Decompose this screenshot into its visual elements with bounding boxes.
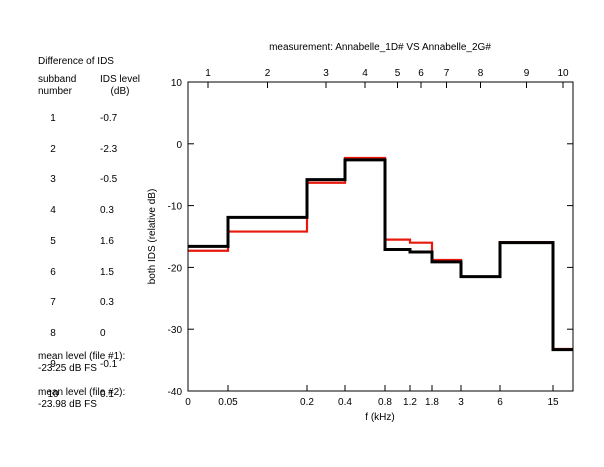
- y-tick-label: -20: [168, 263, 183, 274]
- x-tick-label-bottom: 1.8: [425, 397, 439, 408]
- y-tick-label: 10: [171, 78, 183, 89]
- ids-level-9: -0.1: [100, 358, 118, 370]
- ids-level-2: -2.3: [100, 143, 118, 155]
- mean-level-1-label: mean level (file #1):: [38, 351, 126, 362]
- subband-number-1: 1: [50, 113, 56, 124]
- y-tick-label: 0: [176, 140, 182, 151]
- subband-number-3: 3: [50, 174, 56, 186]
- x-tick-label-bottom: 15: [547, 397, 559, 408]
- mean-level-1-value: -23.25 dB FS: [38, 363, 97, 374]
- x-tick-label-bottom: 0.4: [338, 397, 352, 408]
- ids-level-header: IDS level (dB): [96, 74, 144, 98]
- x-tick-label-top: 5: [395, 68, 401, 79]
- subband-number-10: 10: [47, 389, 59, 401]
- y-tick-label: -10: [168, 202, 183, 213]
- subband-header-line1: subband: [38, 74, 77, 85]
- x-tick-label-top: 8: [478, 68, 484, 79]
- x-tick-label-top: 4: [362, 68, 368, 79]
- ids-header-line1: IDS level: [99, 74, 140, 85]
- x-tick-label-top: 9: [524, 68, 530, 79]
- mean-level-file-2: mean level (file #2): -23.98 dB FS: [38, 387, 178, 411]
- x-tick-label-bottom: 0: [185, 397, 191, 408]
- x-tick-label-top: 10: [557, 68, 569, 79]
- subband-number-header: subband number: [38, 74, 98, 98]
- x-tick-label-bottom: 1.2: [403, 397, 417, 408]
- subband-number-4: 4: [50, 205, 56, 217]
- subband-number-7: 7: [50, 297, 56, 309]
- y-axis-label: both IDS (relative dB): [147, 189, 158, 285]
- x-tick-label-bottom: 6: [497, 397, 503, 408]
- subband-number-6: 6: [50, 266, 56, 278]
- x-tick-label-bottom: 3: [458, 397, 464, 408]
- y-tick-label: -40: [168, 387, 183, 398]
- subband-number-2: 2: [50, 143, 56, 155]
- ids-level-6: 1.5: [100, 266, 114, 278]
- ids-level-7: 0.3: [100, 297, 114, 309]
- chart-title: measurement: Annabelle_1D# VS Annabelle_…: [269, 42, 491, 53]
- ids-level-8: 0: [100, 327, 106, 339]
- subband-number-5: 5: [50, 235, 56, 247]
- x-tick-label-bottom: 0.2: [300, 397, 314, 408]
- x-tick-label-bottom: 0.05: [218, 397, 238, 408]
- mean-level-file-1: mean level (file #1): -23.25 dB FS: [38, 351, 178, 375]
- subband-number-9: 9: [50, 358, 56, 370]
- mean-level-2-value: -23.98 dB FS: [38, 399, 97, 410]
- series-line-1: [188, 156, 573, 351]
- x-tick-label-top: 1: [205, 68, 211, 79]
- x-tick-label-top: 2: [265, 68, 271, 79]
- ids-header-line2: (dB): [110, 86, 130, 97]
- ids-level-3: -0.5: [100, 174, 118, 186]
- x-axis-label: f (kHz): [365, 412, 394, 423]
- mean-level-2-label: mean level (file #2):: [38, 387, 126, 398]
- ids-level-1: -0.7: [100, 113, 118, 124]
- y-tick-label: -30: [168, 325, 183, 336]
- ids-level-5: 1.6: [100, 235, 114, 247]
- series-line-2: [188, 158, 573, 352]
- x-tick-label-top: 7: [444, 68, 450, 79]
- subband-number-8: 8: [50, 327, 56, 339]
- x-tick-label-top: 6: [418, 68, 424, 79]
- x-tick-label-top: 3: [323, 68, 329, 79]
- ids-level-10: 0.1: [100, 389, 114, 401]
- x-tick-label-bottom: 0.8: [378, 397, 392, 408]
- subband-header-line2: number: [38, 86, 72, 97]
- plot-frame: [187, 81, 574, 392]
- side-panel-title: Difference of IDS: [38, 56, 114, 67]
- ids-level-4: 0.3: [100, 205, 114, 217]
